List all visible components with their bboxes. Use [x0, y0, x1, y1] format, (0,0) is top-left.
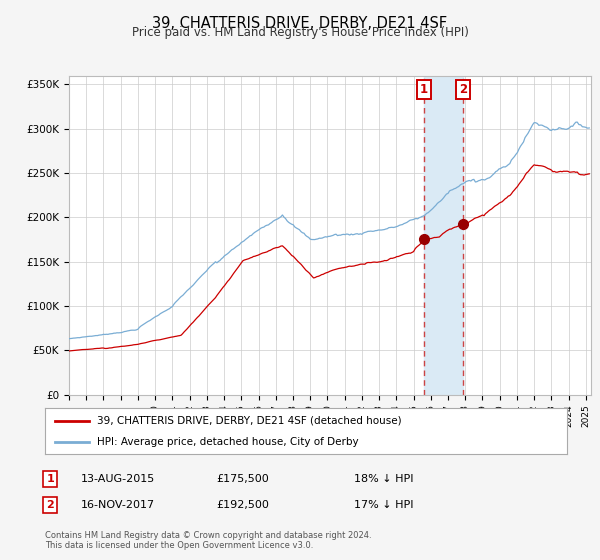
Text: This data is licensed under the Open Government Licence v3.0.: This data is licensed under the Open Gov… [45, 541, 313, 550]
Text: 13-AUG-2015: 13-AUG-2015 [81, 474, 155, 484]
Text: Price paid vs. HM Land Registry's House Price Index (HPI): Price paid vs. HM Land Registry's House … [131, 26, 469, 39]
Text: 39, CHATTERIS DRIVE, DERBY, DE21 4SF: 39, CHATTERIS DRIVE, DERBY, DE21 4SF [152, 16, 448, 31]
Text: £175,500: £175,500 [216, 474, 269, 484]
Text: 1: 1 [46, 474, 54, 484]
Text: 2: 2 [46, 500, 54, 510]
Text: 16-NOV-2017: 16-NOV-2017 [81, 500, 155, 510]
Text: 1: 1 [420, 83, 428, 96]
Text: HPI: Average price, detached house, City of Derby: HPI: Average price, detached house, City… [97, 437, 359, 447]
Text: Contains HM Land Registry data © Crown copyright and database right 2024.: Contains HM Land Registry data © Crown c… [45, 531, 371, 540]
Text: 39, CHATTERIS DRIVE, DERBY, DE21 4SF (detached house): 39, CHATTERIS DRIVE, DERBY, DE21 4SF (de… [97, 416, 402, 426]
Text: 17% ↓ HPI: 17% ↓ HPI [354, 500, 413, 510]
Text: £192,500: £192,500 [216, 500, 269, 510]
Text: 2: 2 [459, 83, 467, 96]
Text: 18% ↓ HPI: 18% ↓ HPI [354, 474, 413, 484]
Bar [424, 76, 463, 395]
